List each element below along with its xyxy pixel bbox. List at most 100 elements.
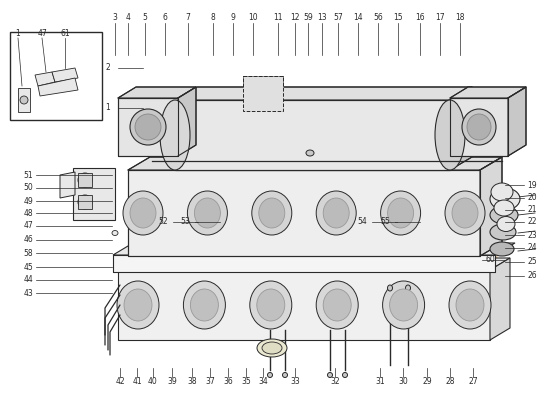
Text: 35: 35 [241,378,251,386]
Text: 58: 58 [23,248,33,258]
Text: 14: 14 [353,14,363,22]
Polygon shape [508,87,526,156]
Polygon shape [35,72,55,86]
Polygon shape [178,87,196,156]
Text: 8: 8 [211,14,216,22]
Ellipse shape [327,372,333,378]
Text: 39: 39 [167,378,177,386]
Text: 50: 50 [23,184,33,192]
Polygon shape [128,170,480,256]
Text: 60: 60 [485,256,495,264]
Polygon shape [113,243,515,255]
Ellipse shape [267,372,272,378]
Text: 15: 15 [393,14,403,22]
Text: 17: 17 [435,14,445,22]
Ellipse shape [112,230,118,236]
Text: 16: 16 [415,14,425,22]
Ellipse shape [252,191,292,235]
Text: 9: 9 [230,14,235,22]
Text: 4: 4 [125,14,130,22]
Text: a passion for cars: a passion for cars [186,301,333,319]
Polygon shape [18,88,30,112]
Text: 6: 6 [163,14,167,22]
Bar [78,173,92,187]
Ellipse shape [188,191,227,235]
Text: 47: 47 [37,28,47,38]
Polygon shape [450,98,508,156]
Text: 28: 28 [446,378,455,386]
Text: 41: 41 [132,378,142,386]
Text: 7: 7 [185,14,190,22]
Text: 36: 36 [223,378,233,386]
Text: 45: 45 [23,262,33,272]
Ellipse shape [462,109,496,145]
Ellipse shape [20,96,28,104]
Ellipse shape [323,198,349,228]
Text: 56: 56 [373,14,383,22]
Text: 30: 30 [398,378,408,386]
Text: 57: 57 [333,14,343,22]
Polygon shape [52,68,78,82]
Ellipse shape [183,281,226,329]
Ellipse shape [190,289,218,321]
Ellipse shape [490,188,520,210]
Ellipse shape [257,289,285,321]
Text: 29: 29 [422,378,432,386]
Bar [10,32,102,120]
Text: 13: 13 [317,14,327,22]
Polygon shape [113,255,495,272]
Ellipse shape [467,114,491,140]
Text: 42: 42 [115,378,125,386]
Polygon shape [480,157,502,256]
Polygon shape [118,258,510,270]
Text: 1: 1 [15,28,20,38]
Ellipse shape [405,285,410,291]
Text: 22: 22 [527,218,537,226]
Ellipse shape [383,281,425,329]
Ellipse shape [194,198,221,228]
Bar [243,76,283,111]
Text: 10: 10 [248,14,258,22]
Text: 23: 23 [527,230,537,240]
Text: 40: 40 [148,378,158,386]
Ellipse shape [259,198,285,228]
Text: 12: 12 [290,14,300,22]
Ellipse shape [497,216,515,232]
Ellipse shape [389,289,417,321]
Text: 2: 2 [106,64,111,72]
Text: 48: 48 [23,208,33,218]
Text: 49: 49 [23,196,33,206]
Text: 20: 20 [527,194,537,202]
Polygon shape [128,157,502,170]
Ellipse shape [124,289,152,321]
Text: 38: 38 [187,378,197,386]
Ellipse shape [78,195,92,209]
Polygon shape [118,87,196,98]
Ellipse shape [316,191,356,235]
Text: euro
ricambi: euro ricambi [152,215,327,305]
Text: 31: 31 [375,378,385,386]
Ellipse shape [78,173,92,187]
Ellipse shape [494,200,514,216]
Polygon shape [175,87,472,100]
Ellipse shape [135,114,161,140]
Ellipse shape [343,372,348,378]
Polygon shape [60,172,75,198]
Text: 985: 985 [438,238,502,272]
Polygon shape [450,87,472,170]
Text: 52: 52 [158,218,168,226]
Text: 44: 44 [23,276,33,284]
Ellipse shape [456,289,484,321]
Polygon shape [118,270,490,340]
Text: 51: 51 [23,170,33,180]
Ellipse shape [123,191,163,235]
Text: 46: 46 [23,236,33,244]
Ellipse shape [491,183,513,201]
Text: 37: 37 [205,378,215,386]
Ellipse shape [130,109,166,145]
Ellipse shape [250,281,292,329]
Text: 26: 26 [527,272,537,280]
Text: 53: 53 [180,218,190,226]
Text: 54: 54 [357,218,367,226]
Text: 1: 1 [106,104,111,112]
